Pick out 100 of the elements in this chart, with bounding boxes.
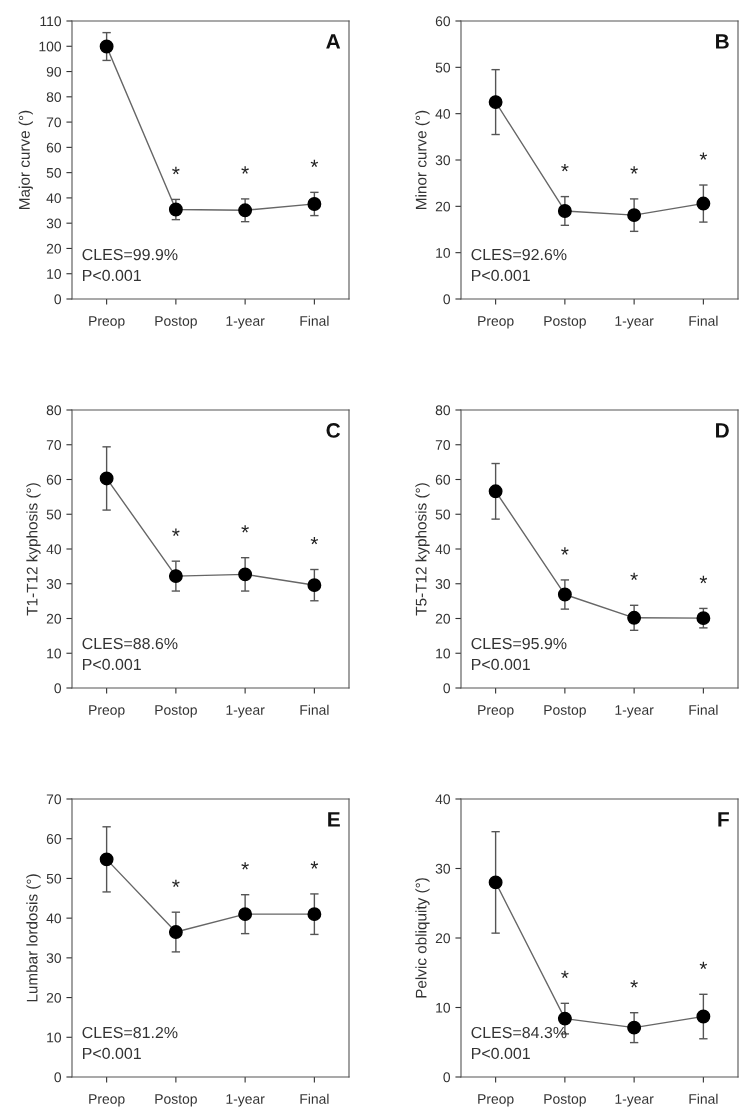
- x-tick-label: Preop: [89, 705, 125, 718]
- annotation: F: [718, 812, 729, 827]
- annotation: *: [630, 572, 638, 581]
- x-tick-label: Final: [300, 704, 329, 715]
- annotation: *: [699, 575, 708, 584]
- y-tick-label: 10: [47, 648, 62, 659]
- point: [168, 202, 183, 217]
- annotation: *: [172, 166, 180, 175]
- point: [238, 203, 253, 218]
- annotation: E: [328, 812, 340, 827]
- x-tick-label: 1-year: [226, 1094, 265, 1107]
- annotation: CLES=88.6%: [82, 637, 178, 650]
- annotation: *: [172, 528, 180, 536]
- point: [557, 587, 572, 602]
- annotation: C: [326, 423, 341, 438]
- y-tick-label: 80: [435, 405, 451, 416]
- y-tick-label: 20: [46, 243, 62, 254]
- point: [488, 95, 503, 110]
- y-tick-label: 50: [46, 509, 62, 520]
- y-tick-label: 50: [46, 873, 62, 884]
- y-tick-label: 70: [46, 794, 62, 805]
- point: [627, 1020, 642, 1035]
- y-tick-label: 40: [435, 794, 451, 805]
- y-tick-label: 80: [46, 92, 62, 102]
- x-tick-label: 1-year: [615, 705, 654, 718]
- x-tick-label: Preop: [478, 1094, 514, 1107]
- y-tick-label: 40: [46, 913, 62, 924]
- y-tick-label: 100: [39, 41, 62, 52]
- point: [238, 907, 253, 922]
- y-tick-label: 50: [435, 509, 451, 520]
- point: [99, 852, 114, 867]
- x-tick-label: Preop: [89, 1094, 125, 1107]
- y-tick-label: 70: [46, 117, 62, 128]
- y-tick-label: 40: [46, 544, 62, 555]
- y-tick-label: 20: [435, 613, 451, 624]
- point: [696, 196, 711, 211]
- y-axis-title: Lumbar lordosis (°): [26, 874, 41, 1002]
- y-tick-label: 0: [54, 294, 62, 305]
- annotation: *: [561, 547, 569, 555]
- point: [557, 204, 572, 218]
- y-tick-label: 0: [443, 294, 451, 305]
- x-tick-label: Final: [689, 704, 718, 715]
- annotation: P<0.001: [83, 269, 141, 282]
- y-tick-label: 70: [435, 440, 451, 450]
- y-tick-label: 30: [435, 863, 451, 874]
- x-tick-label: Preop: [478, 316, 514, 329]
- x-tick-label: 1-year: [615, 316, 654, 329]
- annotation: P<0.001: [472, 269, 530, 282]
- annotation: *: [561, 164, 569, 172]
- annotation: *: [630, 166, 638, 174]
- point: [307, 907, 322, 922]
- point: [307, 578, 322, 593]
- x-tick-label: 1-year: [615, 1094, 654, 1107]
- y-tick-label: 60: [46, 474, 62, 485]
- point: [99, 471, 114, 486]
- point: [696, 1009, 711, 1024]
- y-tick-label: 60: [46, 834, 62, 844]
- x-tick-label: Final: [689, 1093, 718, 1104]
- x-tick-label: 1-year: [226, 316, 265, 329]
- y-tick-label: 50: [435, 62, 451, 73]
- x-tick-label: Final: [300, 315, 329, 326]
- point: [238, 567, 253, 582]
- point: [99, 39, 114, 54]
- annotation: CLES=95.9%: [471, 637, 567, 650]
- y-tick-label: 70: [46, 440, 62, 450]
- y-tick-label: 0: [54, 1072, 62, 1083]
- y-tick-label: 0: [443, 683, 451, 694]
- y-tick-label: 30: [435, 579, 451, 589]
- point: [627, 208, 642, 223]
- annotation: D: [716, 423, 729, 438]
- annotation: *: [241, 525, 249, 533]
- y-tick-label: 90: [46, 66, 62, 77]
- y-tick-label: 20: [435, 201, 451, 212]
- y-tick-label: 60: [46, 142, 62, 153]
- annotation: *: [241, 166, 249, 174]
- annotation: *: [310, 861, 319, 869]
- annotation: CLES=99.9%: [82, 248, 178, 261]
- y-tick-label: 30: [435, 155, 451, 166]
- point: [488, 875, 503, 890]
- x-tick-label: Postop: [155, 316, 197, 329]
- y-tick-label: 40: [435, 544, 451, 555]
- y-tick-label: 50: [46, 167, 62, 178]
- annotation: *: [561, 970, 569, 979]
- y-tick-label: 30: [46, 953, 62, 964]
- annotation: *: [310, 536, 319, 545]
- x-tick-label: Postop: [155, 705, 197, 718]
- annotation: CLES=84.3%: [471, 1026, 567, 1039]
- annotation: *: [630, 980, 638, 988]
- y-axis-title: Minor curve (°): [415, 110, 430, 209]
- y-tick-label: 80: [46, 405, 62, 416]
- y-tick-label: 30: [46, 579, 62, 589]
- x-tick-label: Preop: [89, 316, 125, 329]
- point: [557, 1011, 572, 1026]
- annotation: P<0.001: [83, 658, 141, 671]
- annotation: *: [310, 159, 319, 168]
- y-tick-label: 0: [443, 1072, 451, 1083]
- y-tick-label: 20: [46, 613, 62, 624]
- y-axis-title: Pelvic obliquity (°): [415, 878, 430, 998]
- annotation: P<0.001: [83, 1047, 141, 1060]
- y-axis-title: Major curve (°): [18, 110, 33, 209]
